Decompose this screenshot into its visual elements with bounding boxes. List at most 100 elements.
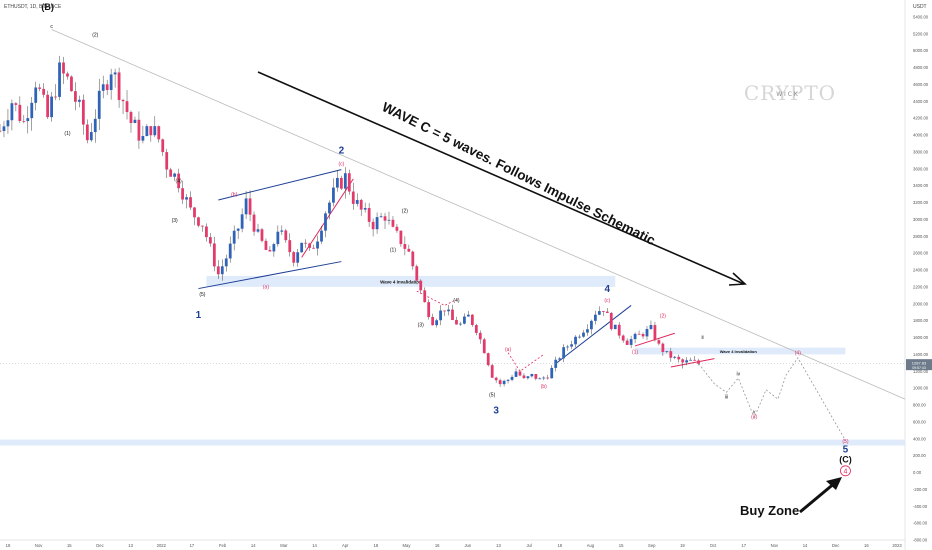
bullish-candle[interactable] [355, 199, 359, 204]
bullish-candle[interactable] [526, 376, 530, 379]
bullish-candle[interactable] [570, 344, 573, 347]
bearish-candle[interactable] [617, 324, 621, 336]
bearish-candle[interactable] [197, 217, 200, 226]
bearish-candle[interactable] [399, 230, 403, 245]
bearish-candle[interactable] [212, 243, 216, 267]
bullish-candle[interactable] [538, 378, 542, 380]
bearish-candle[interactable] [81, 99, 85, 125]
bearish-candle[interactable] [85, 124, 89, 141]
bullish-candle[interactable] [459, 323, 462, 325]
bearish-candle[interactable] [641, 334, 645, 337]
bearish-candle[interactable] [669, 351, 673, 358]
bearish-candle[interactable] [609, 312, 613, 330]
bearish-candle[interactable] [208, 237, 212, 244]
bearish-candle[interactable] [308, 243, 311, 248]
bearish-candle[interactable] [129, 112, 133, 123]
bullish-candle[interactable] [240, 214, 244, 229]
bullish-candle[interactable] [594, 314, 597, 321]
bullish-candle[interactable] [439, 310, 442, 321]
bearish-candle[interactable] [42, 88, 46, 95]
bearish-candle[interactable] [427, 302, 431, 317]
bearish-candle[interactable] [268, 249, 272, 252]
bearish-candle[interactable] [621, 335, 625, 341]
bearish-candle[interactable] [149, 126, 153, 136]
bullish-candle[interactable] [97, 90, 101, 119]
bearish-candle[interactable] [284, 230, 288, 241]
bullish-candle[interactable] [320, 230, 323, 242]
bullish-candle[interactable] [447, 309, 450, 312]
bearish-candle[interactable] [161, 139, 165, 153]
bearish-candle[interactable] [22, 120, 26, 122]
bullish-candle[interactable] [375, 217, 379, 230]
bullish-candle[interactable] [542, 377, 546, 379]
bullish-candle[interactable] [574, 336, 577, 345]
bullish-candle[interactable] [466, 314, 470, 317]
bearish-candle[interactable] [451, 309, 454, 320]
bullish-candle[interactable] [89, 132, 93, 141]
bearish-candle[interactable] [117, 72, 121, 100]
bearish-candle[interactable] [605, 311, 609, 313]
bullish-candle[interactable] [689, 359, 693, 361]
bullish-candle[interactable] [236, 228, 240, 231]
bearish-candle[interactable] [625, 340, 629, 345]
bearish-candle[interactable] [0, 130, 2, 132]
bullish-candle[interactable] [673, 356, 677, 358]
bearish-candle[interactable] [193, 207, 196, 218]
bearish-candle[interactable] [411, 251, 415, 267]
bullish-candle[interactable] [336, 177, 339, 188]
bullish-candle[interactable] [93, 118, 97, 133]
bearish-candle[interactable] [653, 325, 657, 341]
bullish-candle[interactable] [153, 126, 157, 136]
bearish-candle[interactable] [534, 373, 538, 379]
bullish-candle[interactable] [26, 118, 30, 122]
bearish-candle[interactable] [494, 377, 498, 381]
bearish-candle[interactable] [498, 380, 502, 385]
bearish-candle[interactable] [292, 252, 296, 263]
bearish-candle[interactable] [443, 310, 446, 312]
bullish-candle[interactable] [133, 119, 137, 123]
bullish-candle[interactable] [379, 216, 383, 218]
bearish-candle[interactable] [74, 91, 77, 102]
bullish-candle[interactable] [101, 84, 105, 91]
bearish-candle[interactable] [105, 84, 109, 90]
bearish-candle[interactable] [455, 319, 458, 325]
bullish-candle[interactable] [34, 87, 38, 103]
bearish-candle[interactable] [169, 169, 173, 177]
bearish-candle[interactable] [181, 188, 184, 200]
bullish-candle[interactable] [629, 339, 633, 345]
bearish-candle[interactable] [216, 266, 220, 275]
bearish-candle[interactable] [403, 244, 407, 249]
bullish-candle[interactable] [244, 198, 248, 215]
bullish-candle[interactable] [502, 380, 506, 385]
bearish-candle[interactable] [189, 197, 192, 208]
bearish-candle[interactable] [312, 247, 315, 249]
bullish-candle[interactable] [30, 102, 34, 119]
bearish-candle[interactable] [423, 290, 427, 303]
bearish-candle[interactable] [304, 242, 308, 244]
bearish-candle[interactable] [38, 87, 42, 89]
bullish-candle[interactable] [649, 325, 653, 329]
bearish-candle[interactable] [367, 208, 371, 222]
bullish-candle[interactable] [228, 243, 232, 259]
bullish-candle[interactable] [113, 72, 117, 75]
bullish-candle[interactable] [550, 367, 554, 379]
bearish-candle[interactable] [252, 214, 256, 232]
bearish-candle[interactable] [70, 76, 73, 92]
bullish-candle[interactable] [586, 329, 589, 333]
bearish-candle[interactable] [18, 104, 22, 121]
bullish-candle[interactable] [332, 187, 335, 203]
bullish-candle[interactable] [530, 373, 534, 377]
bearish-candle[interactable] [54, 96, 57, 98]
bearish-candle[interactable] [248, 198, 252, 215]
bullish-candle[interactable] [613, 324, 617, 330]
bullish-candle[interactable] [435, 320, 439, 326]
bearish-candle[interactable] [371, 221, 375, 230]
bearish-candle[interactable] [546, 377, 550, 379]
bullish-candle[interactable] [578, 336, 581, 338]
bearish-candle[interactable] [391, 219, 395, 227]
bearish-candle[interactable] [288, 240, 292, 253]
bullish-candle[interactable] [463, 316, 466, 324]
bullish-candle[interactable] [387, 219, 391, 221]
bearish-candle[interactable] [415, 266, 419, 281]
bullish-candle[interactable] [10, 103, 14, 121]
